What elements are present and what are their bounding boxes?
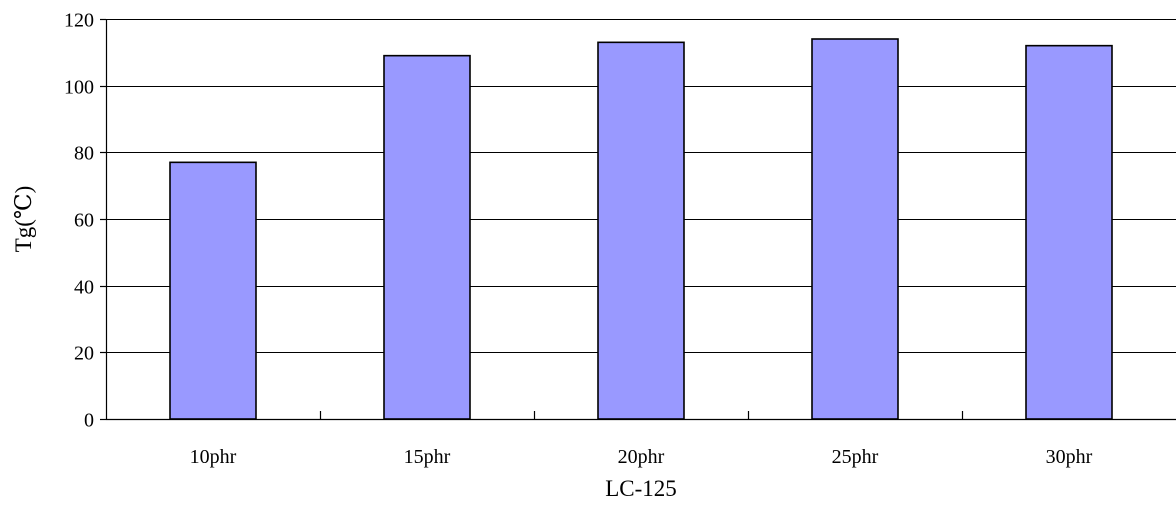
y-tick-label: 40 xyxy=(74,277,94,299)
y-tick-label: 80 xyxy=(74,143,94,165)
y-tick-label: 100 xyxy=(64,77,94,99)
x-tick-label: 25phr xyxy=(832,446,879,468)
bar xyxy=(383,54,471,420)
x-axis-ticks: 10phr 15phr 20phr 25phr 30phr xyxy=(190,411,1093,468)
x-tick-label: 15phr xyxy=(404,446,451,468)
y-axis-title: Tg(℃) xyxy=(11,186,36,253)
x-tick-label: 30phr xyxy=(1046,446,1093,468)
y-axis-ticks: 0 20 40 60 80 100 120 xyxy=(64,10,106,432)
y-tick-label: 60 xyxy=(74,210,94,232)
x-tick-label: 10phr xyxy=(190,446,237,468)
bars xyxy=(169,38,1113,420)
bar xyxy=(1025,44,1113,420)
bar xyxy=(169,161,257,420)
bar xyxy=(597,41,685,420)
axes xyxy=(105,19,1176,421)
y-tick-label: 120 xyxy=(64,10,94,32)
x-tick-label: 20phr xyxy=(618,446,665,468)
y-tick-label: 0 xyxy=(84,410,94,432)
x-axis-title: LC-125 xyxy=(605,476,677,501)
bar xyxy=(811,38,899,420)
y-tick-label: 20 xyxy=(74,343,94,365)
